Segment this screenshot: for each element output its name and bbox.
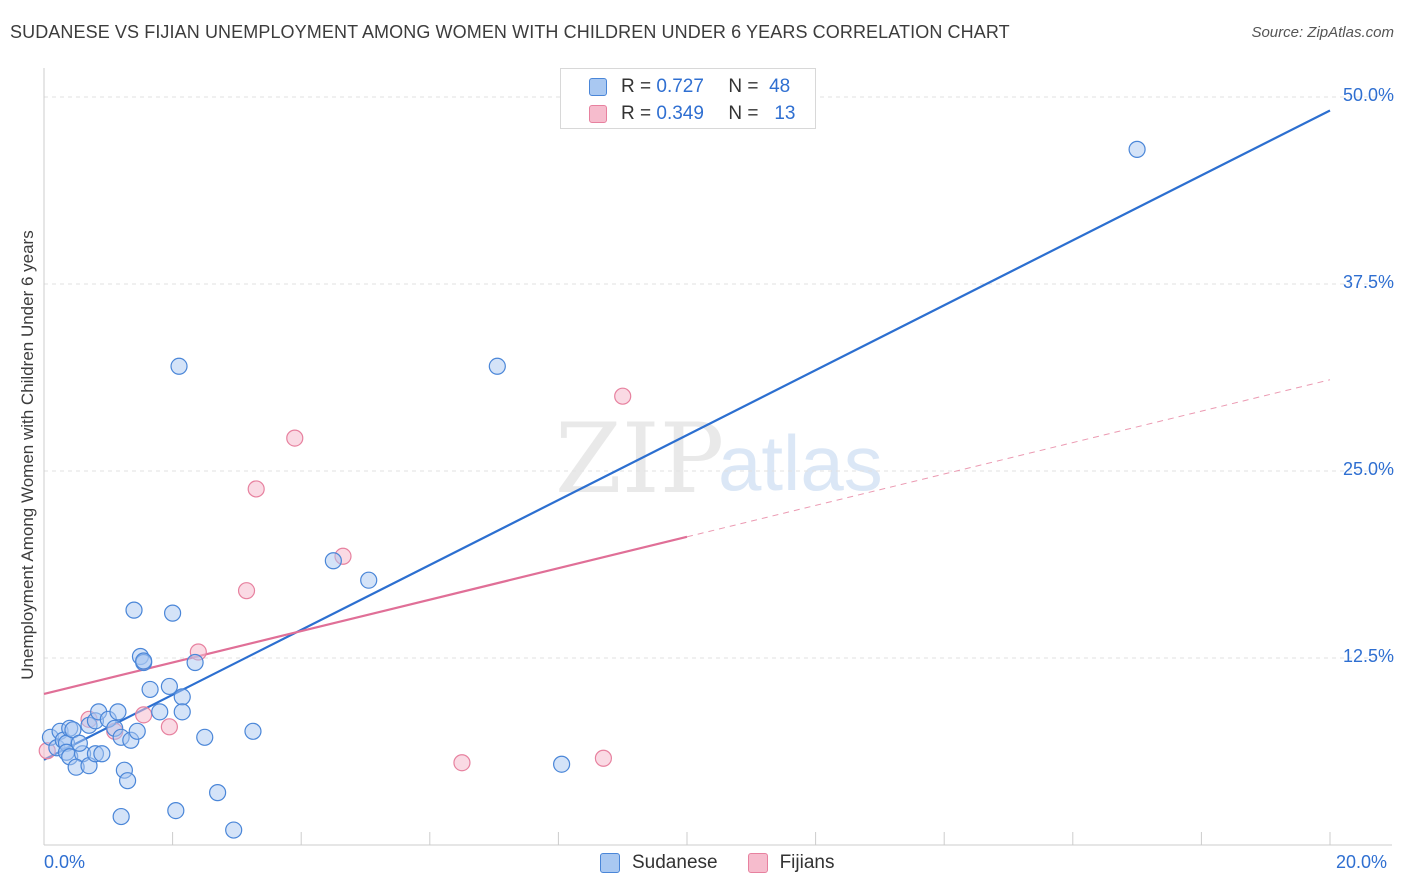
sudanese-points	[41, 140, 1146, 839]
fijians-swatch	[747, 853, 768, 873]
fijians-point	[594, 749, 613, 767]
sudanese-point	[209, 784, 227, 802]
axes	[43, 68, 1392, 846]
sudanese-point	[196, 728, 214, 746]
sudanese-point	[93, 745, 111, 763]
sudanese-point	[173, 688, 191, 706]
legend-item-sudanese: Sudanese	[600, 852, 718, 874]
trend-lines	[43, 109, 1331, 761]
sudanese-point	[164, 604, 182, 622]
legend-r-label: R =	[621, 103, 652, 124]
sudanese-point	[128, 722, 146, 740]
fijians-trend-line	[43, 535, 688, 695]
y-tick-label: 25.0%	[1342, 459, 1394, 479]
fijians-swatch	[589, 105, 607, 123]
sudanese-point	[151, 703, 169, 721]
legend-n-label: N =	[728, 76, 759, 97]
legend-n-label: N =	[728, 103, 759, 124]
chart-title: SUDANESE VS FIJIAN UNEMPLOYMENT AMONG WO…	[10, 22, 1010, 42]
legend-r-label: R =	[621, 76, 652, 97]
sudanese-point	[160, 677, 178, 696]
sudanese-point	[173, 703, 191, 721]
sudanese-point	[167, 801, 185, 820]
sudanese-point	[125, 601, 143, 619]
sudanese-point	[70, 734, 88, 752]
fijians-point	[614, 387, 632, 405]
y-tick-label: 50.0%	[1342, 85, 1394, 105]
sudanese-point	[170, 357, 188, 375]
sudanese-trend-line	[43, 109, 1331, 761]
x-tick-min: 0.0%	[44, 852, 86, 872]
sudanese-point	[135, 652, 153, 670]
fijians-point	[135, 706, 153, 724]
watermark-atlas: atlas	[718, 419, 883, 507]
fijians-point	[286, 429, 304, 447]
fijians-trend-extension	[686, 379, 1331, 538]
source-label: Source: ZipAtlas.com	[1251, 24, 1394, 41]
sudanese-point	[553, 755, 571, 773]
legend-r-value: 0.727	[656, 76, 704, 97]
legend-n-value: 13	[774, 103, 796, 124]
legend-label-sudanese: Sudanese	[632, 852, 718, 873]
sudanese-point	[186, 653, 204, 672]
sudanese-point	[225, 821, 243, 839]
fijians-points	[38, 387, 632, 772]
series-legend: Sudanese Fijians	[600, 852, 864, 874]
sudanese-point	[141, 680, 159, 699]
sudanese-point	[244, 722, 262, 740]
y-tick-label: 37.5%	[1342, 272, 1394, 292]
legend-row-sudanese: R = 0.727 N = 48	[589, 75, 790, 99]
fijians-point	[247, 480, 265, 498]
legend-r-value: 0.349	[656, 103, 704, 124]
legend-row-fijians: R = 0.349 N = 13	[589, 102, 795, 126]
sudanese-swatch	[600, 853, 620, 873]
sudanese-point	[488, 357, 506, 375]
sudanese-point	[360, 571, 378, 589]
legend-item-fijians: Fijians	[747, 852, 835, 874]
sudanese-point	[109, 703, 127, 721]
fijians-point	[237, 582, 256, 600]
sudanese-point	[118, 772, 137, 790]
x-tick-max: 20.0%	[1336, 852, 1388, 872]
sudanese-swatch	[589, 78, 607, 96]
sudanese-point	[1128, 140, 1146, 158]
y-tick-label: 12.5%	[1342, 646, 1394, 666]
legend-label-fijians: Fijians	[779, 852, 835, 873]
fijians-point	[160, 718, 178, 736]
watermark: ZIP atlas	[555, 403, 883, 515]
sudanese-point	[324, 552, 342, 570]
sudanese-point	[112, 807, 130, 826]
correlation-legend: R = 0.727 N = 48 R = 0.349 N = 13	[560, 68, 816, 129]
fijians-point	[453, 754, 471, 772]
legend-n-value: 48	[769, 76, 791, 97]
